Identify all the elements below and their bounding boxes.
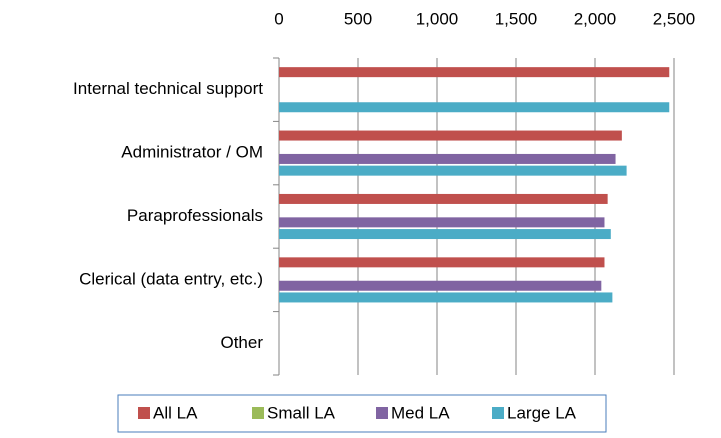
bar	[279, 67, 670, 78]
y-tick-label: Clerical (data entry, etc.)	[79, 269, 263, 288]
legend-swatch	[138, 407, 150, 419]
bar	[279, 257, 605, 268]
legend-label: All LA	[153, 403, 198, 422]
bar	[279, 229, 611, 240]
legend-swatch	[376, 407, 388, 419]
bar	[279, 165, 627, 176]
bar	[279, 217, 605, 228]
legend-swatch	[252, 407, 264, 419]
bar	[279, 130, 622, 141]
x-tick-label: 1,000	[416, 9, 459, 28]
legend-label: Small LA	[267, 403, 336, 422]
x-tick-label: 0	[274, 9, 283, 28]
x-tick-label: 2,500	[653, 9, 696, 28]
y-tick-label: Other	[220, 333, 263, 352]
y-tick-label: Administrator / OM	[121, 143, 263, 162]
x-tick-label: 500	[344, 9, 372, 28]
y-tick-label: Internal technical support	[73, 79, 263, 98]
y-tick-label: Paraprofessionals	[127, 206, 263, 225]
bar	[279, 153, 616, 164]
legend-swatch	[492, 407, 504, 419]
x-tick-label: 2,000	[574, 9, 617, 28]
bar	[279, 102, 670, 113]
bar	[279, 292, 613, 303]
x-tick-label: 1,500	[495, 9, 538, 28]
bar	[279, 193, 608, 204]
bar	[279, 280, 602, 291]
legend-box	[117, 394, 607, 433]
legend-label: Large LA	[507, 403, 577, 422]
legend-label: Med LA	[391, 403, 450, 422]
